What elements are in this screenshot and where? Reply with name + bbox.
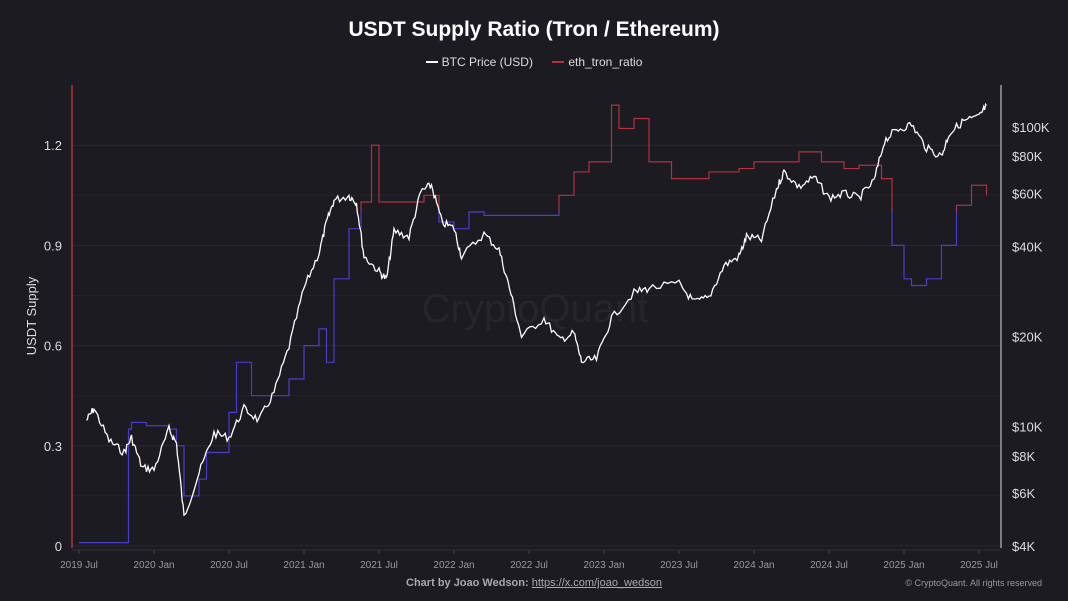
y-tick-label: 1.2: [44, 138, 62, 153]
chart-title: USDT Supply Ratio (Tron / Ethereum): [348, 18, 720, 41]
y2-tick-label: $20K: [1012, 330, 1043, 345]
ratio-line-below: [79, 212, 958, 544]
y2-tick-label: $4K: [1012, 539, 1035, 554]
x-tick-label: 2020 Jan: [133, 560, 174, 571]
ratio-line-above: [360, 104, 988, 212]
y2-tick-label: $10K: [1012, 420, 1043, 435]
x-tick-label: 2022 Jan: [433, 560, 474, 571]
legend-item-ratio[interactable]: eth_tron_ratio: [552, 55, 642, 69]
y-tick-label: 0.6: [44, 339, 62, 354]
x-tick-label: 2023 Jul: [660, 560, 698, 571]
x-tick-label: 2025 Jul: [960, 560, 998, 571]
x-tick-label: 2021 Jul: [360, 560, 398, 571]
y-axis-label: USDT Supply: [24, 276, 39, 355]
y-tick-label: 0.9: [44, 238, 62, 253]
legend: BTC Price (USD) eth_tron_ratio: [0, 52, 1068, 69]
x-tick-label: 2020 Jul: [210, 560, 248, 571]
x-tick-label: 2023 Jan: [583, 560, 624, 571]
x-tick-label: 2024 Jul: [810, 560, 848, 571]
x-tick-label: 2019 Jul: [60, 560, 98, 571]
x-tick-label: 2022 Jul: [510, 560, 548, 571]
y-tick-label: 0: [55, 539, 62, 554]
legend-item-btc[interactable]: BTC Price (USD): [425, 55, 533, 69]
footer-credit: Chart by Joao Wedson:: [406, 577, 529, 589]
y2-tick-label: $8K: [1012, 449, 1035, 464]
y2-tick-label: $100K: [1012, 120, 1050, 135]
x-tick-label: 2025 Jan: [883, 560, 924, 571]
copyright: © CryptoQuant. All rights reserved: [905, 578, 1042, 588]
legend-swatch-ratio: [552, 61, 565, 63]
watermark: CryptoQuant: [422, 287, 649, 331]
footer: Chart by Joao Wedson: https://x.com/joao…: [0, 577, 1068, 589]
legend-swatch-btc: [425, 61, 438, 63]
y2-tick-label: $60K: [1012, 187, 1043, 202]
y2-tick-label: $40K: [1012, 239, 1043, 254]
legend-label-btc: BTC Price (USD): [441, 55, 533, 69]
y2-tick-label: $80K: [1012, 149, 1043, 164]
y-tick-label: 0.3: [44, 439, 62, 454]
x-tick-label: 2021 Jan: [283, 560, 324, 571]
y2-tick-label: $6K: [1012, 486, 1035, 501]
btc-price-line: [86, 102, 988, 517]
legend-label-ratio: eth_tron_ratio: [568, 55, 643, 69]
x-tick-label: 2024 Jan: [733, 560, 774, 571]
footer-link[interactable]: https://x.com/joao_wedson: [531, 577, 662, 589]
